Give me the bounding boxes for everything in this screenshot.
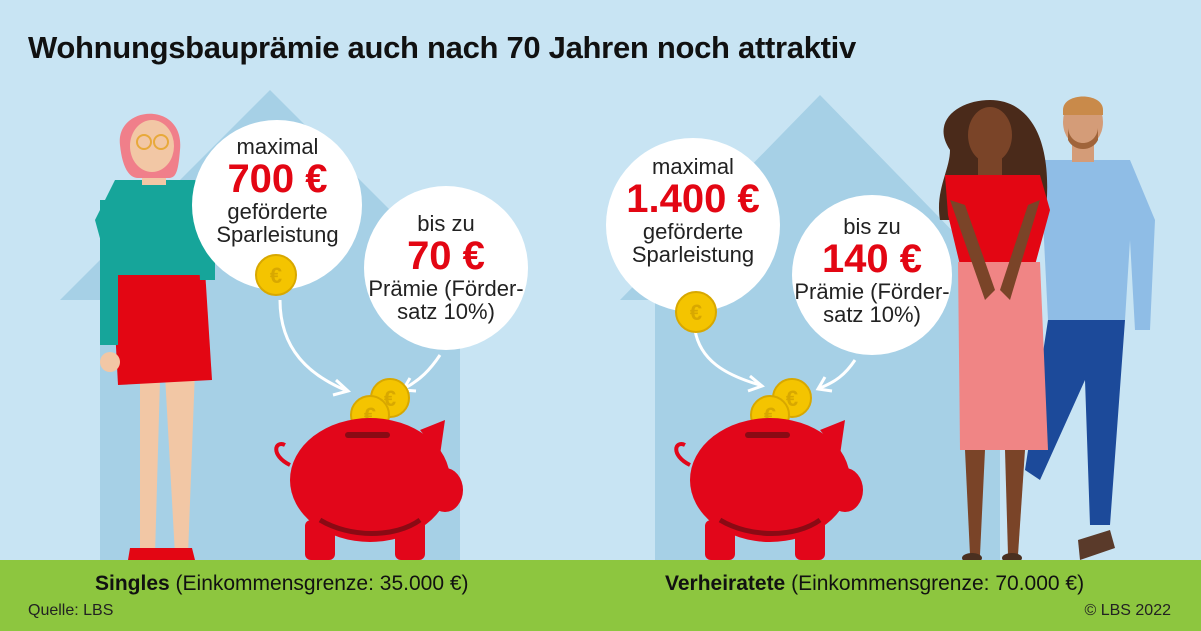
left-premium-line3: Prämie (Förder- <box>368 276 524 302</box>
caption-married: Verheiratete (Einkommensgrenze: 70.000 €… <box>665 572 1084 596</box>
left-savings-line3: geförderte <box>227 199 328 225</box>
piggy-bank-left-icon <box>274 418 463 560</box>
right-premium-amount: 140 € <box>821 237 923 282</box>
left-premium-text: bis zu 70 € Prämie (Förder- satz 10%) <box>366 212 526 323</box>
svg-text:€: € <box>270 263 282 288</box>
right-premium-line1: bis zu <box>843 214 901 239</box>
right-premium-line3: Prämie (Förder- <box>794 279 950 305</box>
couple-married-icon <box>938 96 1155 563</box>
bubble-left-savings <box>192 120 362 290</box>
coin-icons: € € € € € € <box>255 254 812 435</box>
page-title: Wohnungsbauprämie auch nach 70 Jahren no… <box>28 30 856 65</box>
caption-singles-label: Singles <box>95 572 170 595</box>
bubble-right-savings <box>606 138 780 312</box>
left-savings-amount: 700 € <box>227 157 328 202</box>
left-premium-line4: satz 10%) <box>397 299 495 325</box>
right-savings-amount: 1.400 € <box>626 177 760 222</box>
piggy-bank-right-icon <box>674 418 863 560</box>
right-savings-line3: geförderte <box>642 219 744 245</box>
left-premium-amount: 70 € <box>407 234 485 279</box>
svg-text:€: € <box>786 386 798 411</box>
caption-married-detail: (Einkommensgrenze: 70.000 €) <box>785 572 1085 595</box>
bubble-right-premium <box>792 195 952 355</box>
caption-singles-detail: (Einkommensgrenze: 35.000 €) <box>169 572 469 595</box>
left-premium-line1: bis zu <box>417 211 475 236</box>
svg-text:€: € <box>690 300 702 325</box>
right-premium-line4: satz 10%) <box>823 302 921 328</box>
ground <box>0 560 1201 631</box>
right-savings-line4: Sparleistung <box>631 242 755 268</box>
left-savings-text: maximal 700 € geförderte Sparleistung <box>200 135 355 246</box>
bubble-left-premium <box>364 186 528 350</box>
right-savings-line1: maximal <box>652 154 734 179</box>
left-savings-line1: maximal <box>236 134 319 159</box>
copyright-note: © LBS 2022 <box>1084 602 1171 619</box>
right-premium-text: bis zu 140 € Prämie (Förder- satz 10%) <box>792 215 952 326</box>
caption-singles: Singles (Einkommensgrenze: 35.000 €) <box>95 572 469 596</box>
right-savings-text: maximal 1.400 € geförderte Sparleistung <box>608 155 778 266</box>
woman-single-icon <box>95 113 215 560</box>
caption-married-label: Verheiratete <box>665 572 786 595</box>
left-savings-line4: Sparleistung <box>216 222 339 248</box>
source-note: Quelle: LBS <box>28 602 114 619</box>
